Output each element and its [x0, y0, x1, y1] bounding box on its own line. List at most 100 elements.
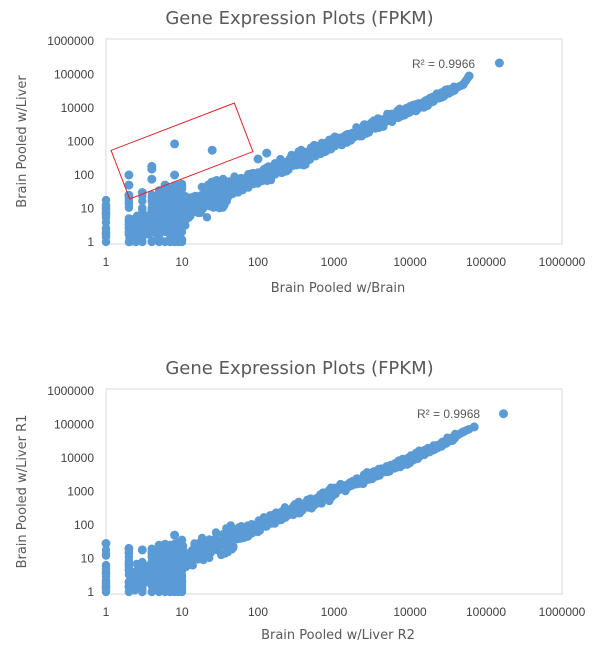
data-point: [147, 164, 157, 174]
data-point: [172, 545, 181, 554]
data-point: [181, 221, 190, 230]
data-point: [226, 521, 235, 530]
data-point: [147, 193, 156, 202]
data-point: [155, 227, 164, 236]
chart-title: Gene Expression Plots (FPKM): [165, 8, 433, 29]
y-tick-label: 1: [87, 235, 94, 249]
data-point: [202, 213, 212, 222]
data-point: [147, 544, 156, 554]
data-point: [170, 170, 180, 180]
data-point: [101, 218, 111, 227]
data-point: [101, 545, 111, 555]
data-point: [177, 227, 187, 237]
data-point: [177, 237, 187, 247]
data-point: [294, 147, 303, 156]
x-tick-label: 1000000: [539, 255, 586, 269]
data-point: [132, 559, 141, 569]
data-point: [131, 237, 141, 247]
chart-title: Gene Expression Plots (FPKM): [165, 358, 433, 379]
data-point: [101, 202, 111, 211]
data-point: [223, 177, 233, 187]
x-tick-label: 10000: [393, 605, 427, 619]
data-point: [499, 409, 508, 419]
data-point: [101, 227, 111, 237]
data-point: [128, 568, 137, 577]
y-axis-title: Brain Pooled w/Liver: [15, 75, 30, 208]
data-point: [125, 237, 134, 247]
y-tick-label: 10000: [61, 101, 95, 115]
data-point: [124, 560, 134, 569]
chart-svg: Gene Expression Plots (FPKM) 1 10 100 1000 10…: [15, 8, 586, 296]
data-point: [170, 530, 180, 540]
x-tick-label: 1000: [321, 605, 348, 619]
data-point: [125, 217, 135, 226]
data-point: [164, 220, 173, 230]
x-tick-label: 1: [103, 605, 110, 619]
data-point: [229, 543, 238, 552]
data-point: [154, 540, 164, 550]
data-point: [101, 587, 111, 597]
y-tick-label: 1000000: [47, 384, 94, 398]
y-tick-label: 100000: [54, 68, 94, 82]
data-point: [141, 211, 150, 220]
plot-area: [105, 388, 563, 595]
plot-area: [105, 38, 563, 245]
y-tick-label: 10000: [61, 451, 95, 465]
data-point: [124, 199, 134, 208]
data-point: [177, 179, 187, 189]
data-point: [147, 174, 157, 184]
y-tick-label: 100000: [54, 418, 94, 432]
data-point: [196, 208, 206, 217]
y-tick-label: 100: [74, 168, 94, 182]
y-tick-label: 10: [81, 202, 95, 216]
data-point: [130, 586, 139, 595]
y-axis-title: Brain Pooled w/Liver R1: [15, 415, 30, 569]
data-point: [177, 587, 187, 597]
x-axis-title: Brain Pooled w/Liver R2: [261, 628, 415, 643]
data-point: [188, 192, 198, 202]
data-point: [132, 211, 142, 220]
x-tick-label: 100: [248, 605, 268, 619]
y-tick-label: 100: [74, 518, 94, 532]
data-point: [186, 211, 195, 221]
data-point: [137, 545, 147, 555]
data-point: [197, 182, 207, 192]
data-point: [469, 422, 479, 432]
highlight-box: [110, 102, 254, 200]
data-point: [204, 180, 213, 189]
x-axis-title: Brain Pooled w/Brain: [271, 281, 406, 296]
data-point: [170, 139, 180, 149]
data-point: [211, 528, 221, 537]
data-point: [167, 572, 177, 582]
data-point: [101, 539, 111, 548]
data-point: [177, 577, 187, 587]
data-point: [124, 543, 134, 553]
data-point: [202, 552, 211, 561]
y-tick-label: 1000: [67, 485, 94, 499]
data-point: [152, 204, 162, 213]
data-point: [154, 237, 164, 247]
x-tick-label: 1000: [321, 255, 348, 269]
x-tick-label: 100000: [466, 255, 506, 269]
data-point: [464, 71, 474, 81]
data-point: [124, 180, 134, 190]
data-point: [218, 199, 228, 208]
data-point: [253, 154, 263, 164]
data-point: [494, 58, 504, 68]
data-point: [101, 577, 111, 587]
x-tick-label: 1: [103, 255, 110, 269]
x-tick-label: 100000: [466, 605, 506, 619]
data-point: [124, 170, 134, 180]
data-point: [458, 427, 468, 437]
x-tick-label: 10000: [393, 255, 427, 269]
data-point: [147, 587, 156, 597]
data-point: [163, 553, 172, 563]
x-tick-label: 100: [248, 255, 268, 269]
r-squared-label: R² = 0.9968: [417, 407, 480, 421]
series-points: [101, 58, 504, 247]
series-points: [101, 409, 508, 597]
data-point: [262, 148, 272, 158]
chart-svg: Gene Expression Plots (FPKM) 1 10 100 1000 10…: [15, 358, 586, 643]
r-squared-label: R² = 0.9966: [412, 57, 475, 71]
y-tick-label: 1: [87, 585, 94, 599]
